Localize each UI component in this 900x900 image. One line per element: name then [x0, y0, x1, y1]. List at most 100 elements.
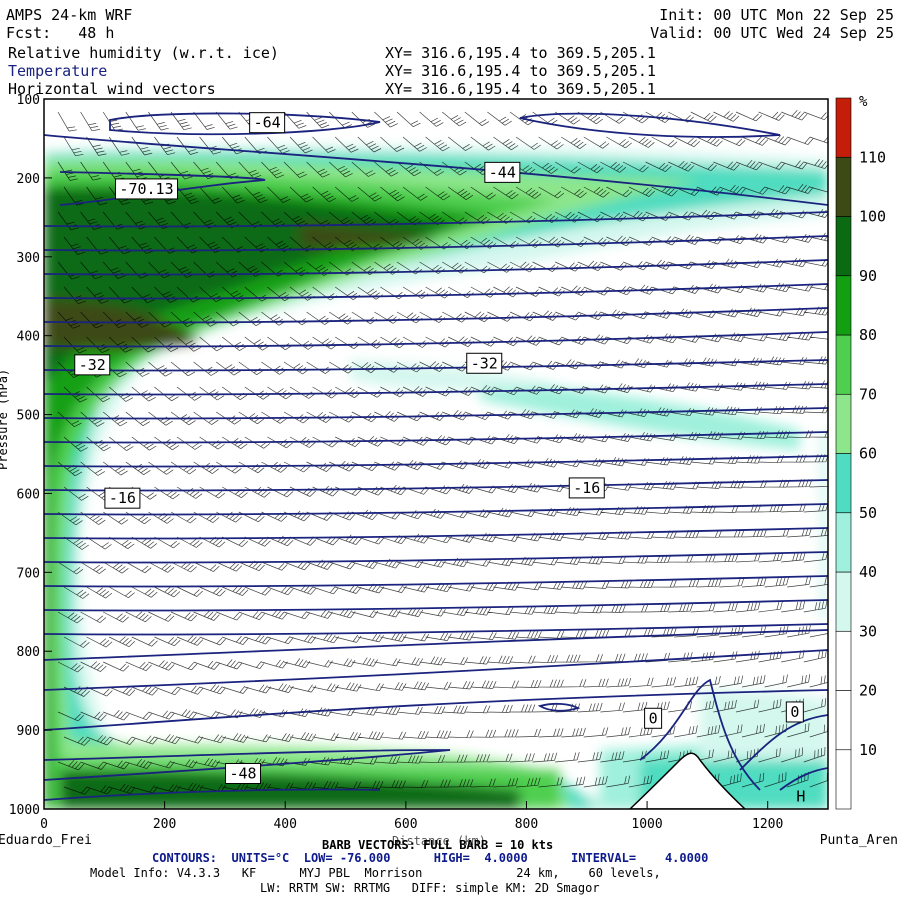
contour-label-0: -64 [254, 114, 281, 132]
contour-labels: -64 -44 -70.13 -32 -32 -16 -16 0 0 -48 H [74, 112, 805, 806]
init-time: Init: 00 UTC Mon 22 Sep 25 [659, 6, 894, 24]
temp-contour-29 [739, 714, 828, 771]
colorbar-unit: % [859, 94, 868, 110]
contour-label-box-8 [785, 701, 804, 723]
colorbar-segment-4 [835, 512, 852, 573]
colorbar-label-9: 100 [859, 208, 886, 226]
colorbar-segment-9 [835, 216, 852, 277]
colorbar-segment-1 [835, 690, 852, 751]
rh-blob-8 [44, 300, 200, 350]
temp-contour-26 [44, 788, 381, 801]
y-tick-label-6: 700 [17, 566, 40, 581]
contour-info: CONTOURS: UNITS=°C LOW= -76.000 HIGH= 4.… [152, 851, 709, 865]
y-tick-label-2: 300 [17, 251, 40, 266]
contour-label-box-5 [104, 487, 141, 509]
temp-contour-9 [44, 331, 828, 348]
colorbar-label-10: 110 [859, 148, 886, 166]
temp-contour-0 [109, 112, 381, 136]
temp-contour-28 [639, 678, 761, 791]
temperature-contours [44, 112, 828, 801]
contour-label-1: -44 [489, 163, 516, 181]
contour-label-2: -70.13 [119, 180, 173, 198]
field-name-rh: Relative humidity (w.r.t. ice) [8, 44, 279, 62]
contour-label-6: -16 [573, 479, 600, 497]
y-tick-label-1: 200 [17, 172, 40, 187]
x-tick-label-3: 600 [394, 817, 417, 832]
rh-blob-9 [300, 225, 440, 248]
colorbar-segment-10 [835, 156, 852, 217]
contour-label-9: -48 [229, 765, 256, 783]
x-tick-label-1: 200 [153, 817, 176, 832]
temp-contour-22 [44, 629, 828, 661]
x-tick-label-4: 800 [515, 817, 538, 832]
colorbar-label-7: 80 [859, 326, 877, 344]
temp-contour-11 [44, 383, 828, 396]
x-tick-label-6: 1200 [752, 817, 783, 832]
field-name-temperature: Temperature [8, 62, 108, 80]
field-name-wind: Horizontal wind vectors [8, 80, 216, 98]
x-tick-label-5: 1000 [631, 817, 662, 832]
x-tick-label-0: 0 [40, 817, 48, 832]
contour-label-box-6 [568, 477, 605, 499]
temp-contour-20 [44, 599, 828, 612]
temp-contour-13 [44, 431, 828, 444]
plot-frame [43, 98, 829, 810]
temp-contour-27 [537, 702, 581, 712]
y-tick-label-5: 600 [17, 487, 40, 502]
field-xy-rh: XY= 316.6,195.4 to 369.5,205.1 [385, 44, 656, 62]
rh-blob-13 [820, 430, 828, 620]
physics-info: LW: RRTM SW: RRTMG DIFF: simple KM: 2D S… [260, 881, 600, 895]
colorbar-label-4: 50 [859, 504, 877, 522]
model-title: AMPS 24-km WRF [6, 6, 133, 24]
colorbar-label-5: 60 [859, 445, 877, 463]
colorbar-segment-3 [835, 571, 852, 632]
contour-label-4: -32 [471, 354, 498, 372]
forecast-hour: Fcst: 48 h [6, 24, 115, 42]
contour-label-5: -16 [109, 489, 136, 507]
contour-label-3: -32 [79, 356, 106, 374]
x-tick-label-2: 400 [273, 817, 296, 832]
temp-contour-16 [44, 503, 828, 516]
y-tick-label-9: 1000 [9, 803, 40, 818]
y-axis-label: Pressure (hPa) [0, 368, 10, 470]
field-xy-wind: XY= 316.6,195.4 to 369.5,205.1 [385, 80, 656, 98]
y-tick-label-3: 400 [17, 330, 40, 345]
y-tick-label-7: 800 [17, 645, 40, 660]
colorbar-label-0: 10 [859, 741, 877, 759]
temp-contour-5 [44, 235, 828, 252]
terrain-peak [628, 752, 747, 809]
rh-colorbar: 10 20 30 40 50 60 70 80 90 100 110% [835, 94, 886, 810]
temp-contour-6 [44, 259, 828, 276]
colorbar-label-1: 20 [859, 682, 877, 700]
contour-label-box-0 [249, 112, 286, 134]
contour-label-box-4 [466, 352, 503, 374]
temp-contour-14 [44, 455, 828, 468]
rh-blob-7 [240, 200, 460, 245]
colorbar-segment-0 [835, 749, 852, 810]
contour-label-8: 0 [790, 703, 799, 721]
temp-contour-30 [779, 767, 828, 791]
y-tick-label-8: 900 [17, 724, 40, 739]
temp-contour-8 [44, 307, 828, 324]
colorbar-label-3: 40 [859, 563, 877, 581]
contour-label-box-2 [115, 178, 179, 200]
x-axis-label: Distance (km) [392, 834, 486, 848]
temp-contour-24 [44, 689, 828, 731]
rh-blob-10 [480, 380, 800, 450]
terrain [628, 752, 747, 809]
temp-contour-10 [44, 359, 828, 372]
contour-label-box-9 [225, 763, 262, 784]
colorbar-segment-11 [835, 97, 852, 158]
barb-legend: BARB VECTORS: FULL BARB = 10 kts [322, 838, 554, 852]
contour-label-box-1 [484, 161, 521, 183]
temp-contour-12 [44, 407, 828, 420]
temp-contour-21 [44, 623, 828, 636]
right-endpoint-label: Punta_Aren [819, 833, 898, 848]
colorbar-segment-7 [835, 334, 852, 395]
colorbar-segment-2 [835, 630, 852, 691]
temp-contour-25 [44, 749, 451, 781]
temp-contour-3 [519, 112, 781, 138]
y-tick-label-0: 100 [17, 93, 40, 108]
